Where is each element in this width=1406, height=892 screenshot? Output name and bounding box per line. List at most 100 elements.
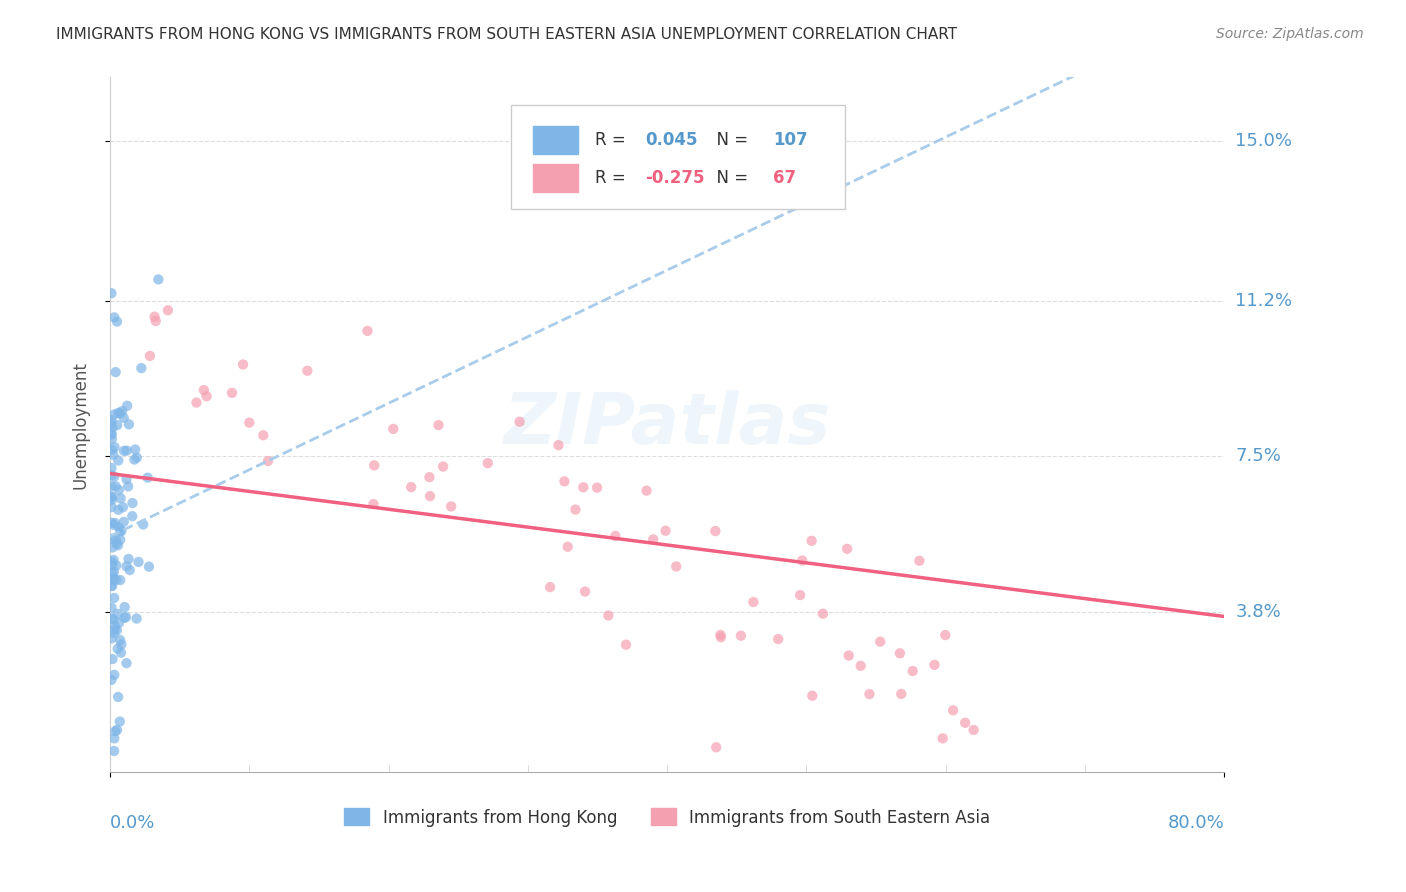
Point xyxy=(103,625,125,640)
Point xyxy=(100,673,122,687)
Point xyxy=(103,622,125,636)
Text: 80.0%: 80.0% xyxy=(1167,814,1225,831)
Point xyxy=(105,558,128,573)
Point xyxy=(252,428,274,442)
Point xyxy=(477,456,499,470)
Point xyxy=(114,611,136,625)
Point xyxy=(103,565,125,579)
Text: -0.275: -0.275 xyxy=(645,169,704,187)
Point xyxy=(766,632,789,646)
Point xyxy=(107,503,129,517)
Point xyxy=(849,658,872,673)
Point xyxy=(100,500,122,515)
Point xyxy=(103,591,125,605)
Point xyxy=(363,458,385,473)
Point xyxy=(557,540,579,554)
Point xyxy=(100,490,122,504)
Point xyxy=(104,533,127,547)
Point xyxy=(100,442,122,457)
Point xyxy=(103,731,125,746)
Point xyxy=(100,600,122,615)
Point xyxy=(103,469,125,483)
Point xyxy=(811,607,834,621)
Point xyxy=(110,646,132,660)
Point xyxy=(103,517,125,532)
Point xyxy=(221,385,243,400)
Point xyxy=(418,470,440,484)
Point xyxy=(547,438,569,452)
Point xyxy=(110,406,132,420)
Point xyxy=(100,490,122,504)
Point xyxy=(111,404,134,418)
Point xyxy=(924,657,946,672)
Point xyxy=(105,723,128,737)
Point xyxy=(117,552,139,566)
Point xyxy=(730,629,752,643)
Point xyxy=(100,632,122,646)
Text: 67: 67 xyxy=(773,169,796,187)
Point xyxy=(586,481,609,495)
Point xyxy=(107,607,129,621)
Point xyxy=(356,324,378,338)
Point xyxy=(636,483,658,498)
Point xyxy=(124,452,146,467)
Point xyxy=(869,634,891,648)
Point xyxy=(100,286,122,301)
Point xyxy=(100,516,122,530)
Point xyxy=(110,491,132,506)
Point xyxy=(572,480,595,494)
Point xyxy=(598,608,620,623)
Text: 0.045: 0.045 xyxy=(645,131,697,149)
Point xyxy=(104,724,127,739)
Point xyxy=(125,611,148,625)
Text: N =: N = xyxy=(706,131,754,149)
Point xyxy=(100,468,122,483)
Text: 0.0%: 0.0% xyxy=(110,814,156,831)
Point xyxy=(148,272,170,286)
FancyBboxPatch shape xyxy=(533,126,578,153)
Point xyxy=(121,496,143,510)
Y-axis label: Unemployment: Unemployment xyxy=(72,360,89,489)
Point xyxy=(115,472,138,486)
Point xyxy=(110,524,132,538)
Point xyxy=(145,314,167,328)
Point xyxy=(115,399,138,413)
Point xyxy=(103,448,125,462)
Point xyxy=(112,410,135,425)
Point xyxy=(115,656,138,670)
Point xyxy=(103,408,125,422)
Point xyxy=(100,413,122,427)
Point xyxy=(643,533,665,547)
Point xyxy=(942,703,965,717)
Point xyxy=(574,584,596,599)
Point xyxy=(110,533,132,547)
Point xyxy=(112,515,135,529)
Point xyxy=(104,365,127,379)
Point xyxy=(101,566,124,580)
Point xyxy=(104,479,127,493)
Point xyxy=(112,443,135,458)
Point xyxy=(962,723,984,737)
Point xyxy=(257,454,280,468)
Point xyxy=(103,744,125,758)
Point xyxy=(709,628,731,642)
Text: 7.5%: 7.5% xyxy=(1236,447,1281,466)
Point xyxy=(704,740,727,755)
Point xyxy=(665,559,688,574)
Point xyxy=(121,509,143,524)
Text: R =: R = xyxy=(595,169,631,187)
Point xyxy=(107,690,129,704)
Point xyxy=(837,541,859,556)
Point xyxy=(101,652,124,666)
Point xyxy=(789,588,811,602)
Point xyxy=(125,450,148,465)
Point xyxy=(553,475,575,489)
Point xyxy=(238,416,260,430)
Point xyxy=(100,461,122,475)
Point xyxy=(118,563,141,577)
Point xyxy=(107,453,129,467)
Point xyxy=(800,533,823,548)
Point xyxy=(100,479,122,493)
Point xyxy=(108,714,131,729)
Point xyxy=(889,646,911,660)
